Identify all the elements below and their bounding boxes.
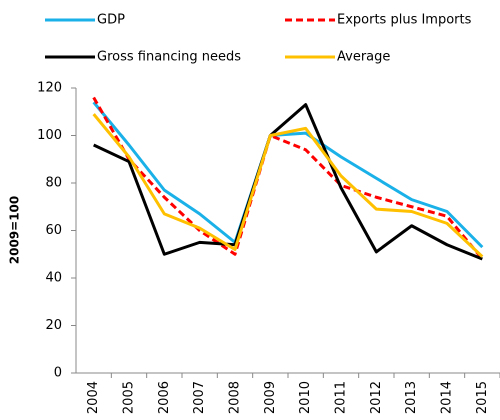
y-axis-label: 2009=100 — [8, 196, 22, 265]
x-tick-label: 2007 — [192, 381, 207, 414]
x-tick-label: 2008 — [228, 381, 243, 414]
series-line — [92, 101, 484, 249]
x-tick-label: 2012 — [369, 381, 384, 414]
series-line — [92, 96, 484, 260]
y-tick-label: 0 — [54, 366, 62, 381]
series-line — [92, 113, 484, 258]
legend-label: Gross financing needs — [97, 50, 241, 65]
y-tick-label: 120 — [37, 81, 62, 96]
x-tick-label: 2010 — [298, 381, 313, 414]
x-tick-label: 2006 — [157, 381, 172, 414]
y-tick-label: 80 — [45, 176, 62, 191]
x-tick-label: 2009 — [263, 381, 278, 414]
x-tick-label: 2014 — [440, 381, 455, 414]
y-tick-label: 100 — [37, 128, 62, 143]
y-tick-label: 20 — [45, 318, 62, 333]
legend-label: GDP — [97, 13, 125, 28]
x-tick-label: 2015 — [475, 381, 490, 414]
legend-label: Exports plus Imports — [337, 13, 472, 28]
x-tick-label: 2013 — [404, 381, 419, 414]
x-tick-label: 2004 — [86, 381, 101, 414]
y-tick-label: 40 — [45, 271, 62, 286]
series-line — [93, 103, 483, 261]
x-tick-label: 2011 — [334, 381, 349, 414]
x-tick-label: 2005 — [122, 381, 137, 414]
y-tick-label: 60 — [45, 223, 62, 238]
legend-label: Average — [337, 50, 390, 65]
